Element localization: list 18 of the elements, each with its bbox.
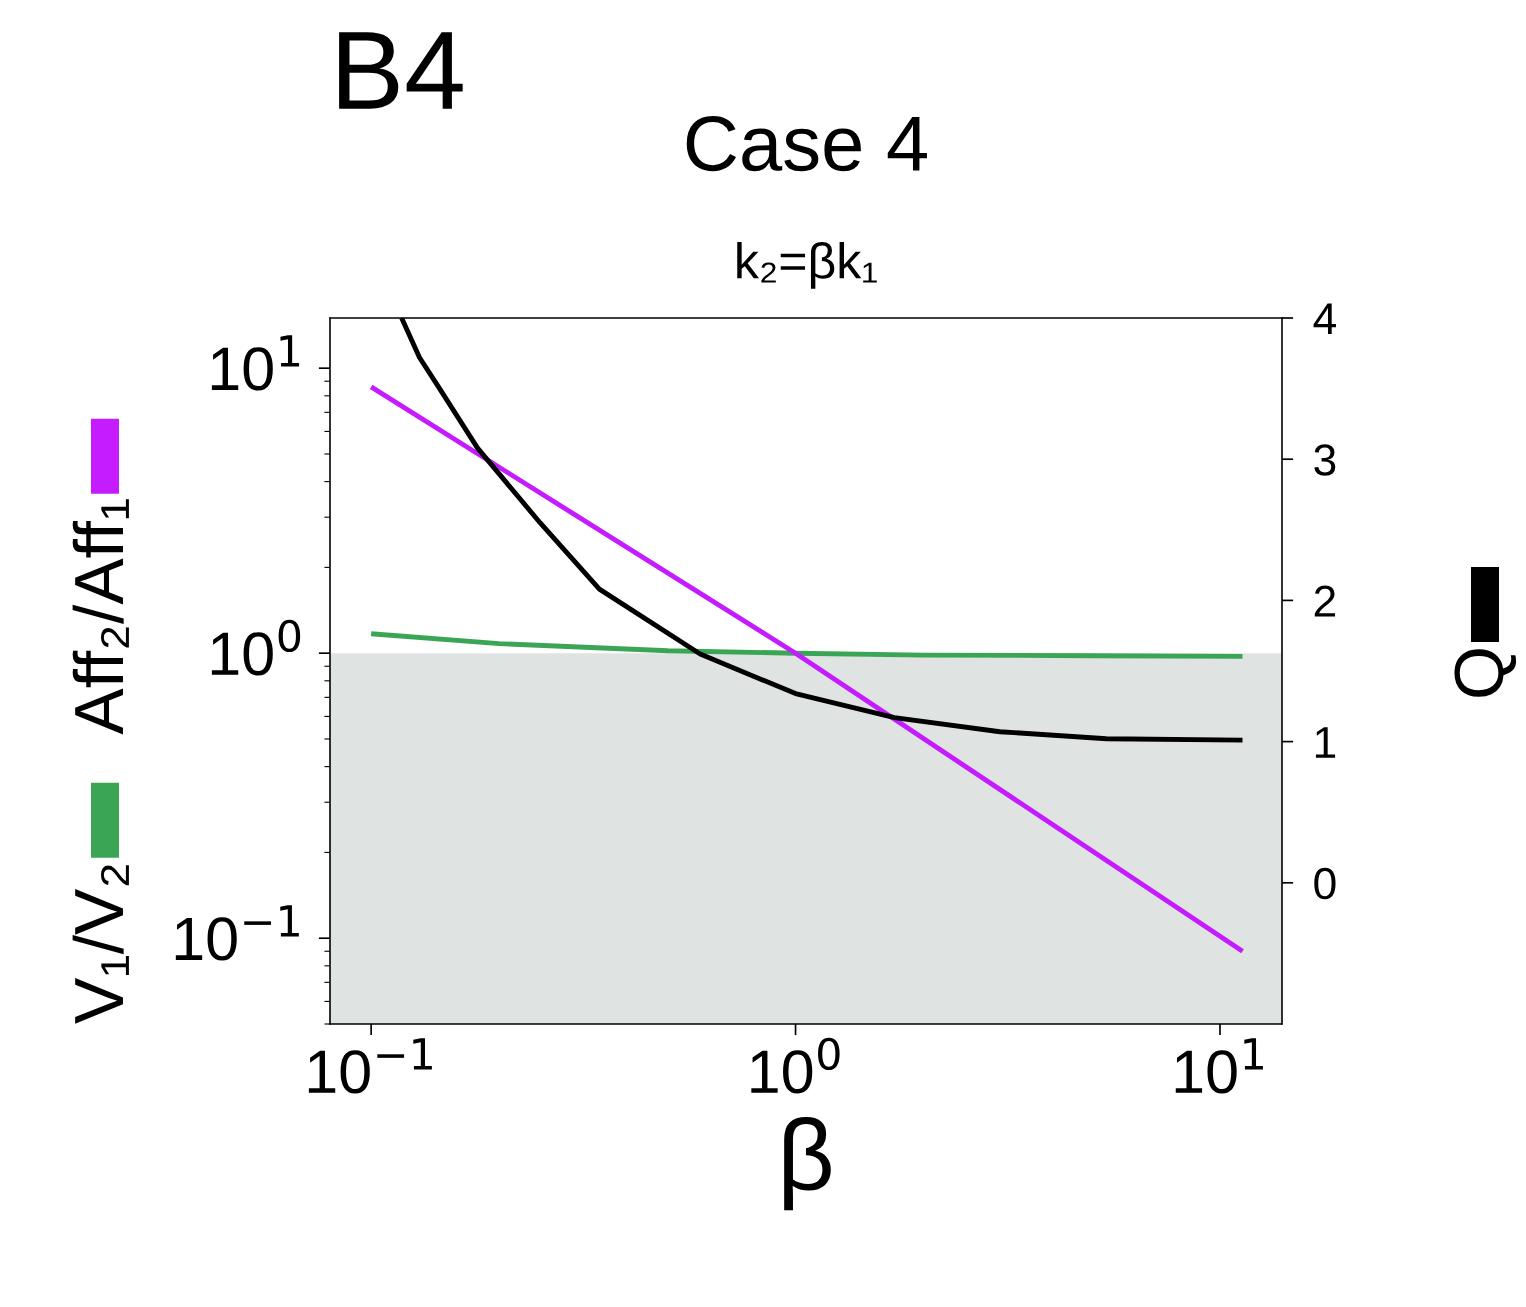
x-tick-label: 10$^{1}$: [1175, 1038, 1263, 1094]
x-axis-title: β: [784, 1117, 831, 1211]
y2-tick-label: 3: [1314, 444, 1336, 476]
y-tick-label: 10$^{−1}$: [175, 905, 299, 961]
legend-label: V₁/V₂: [72, 865, 129, 1024]
y-tick-label: 10$^{1}$: [211, 335, 300, 391]
y2-tick-label: 2: [1314, 585, 1336, 617]
x-tick-label: 10$^{−1}$: [308, 1038, 432, 1094]
x-tick-label: 10$^{0}$: [751, 1037, 840, 1094]
legend-label: Aff₂/Aff₁: [72, 499, 129, 735]
chart-title: Case 4: [686, 116, 927, 172]
y2-tick-label: 1: [1315, 727, 1336, 758]
y2-tick-label: 0: [1314, 867, 1336, 900]
y2-tick-label: 4: [1313, 303, 1336, 335]
text: B4: [339, 32, 463, 109]
legend-label: Q: [1454, 649, 1517, 697]
chart-subtitle: k₂=βk₁: [737, 242, 877, 289]
y-tick-label: 10$^{0}$: [211, 619, 301, 676]
